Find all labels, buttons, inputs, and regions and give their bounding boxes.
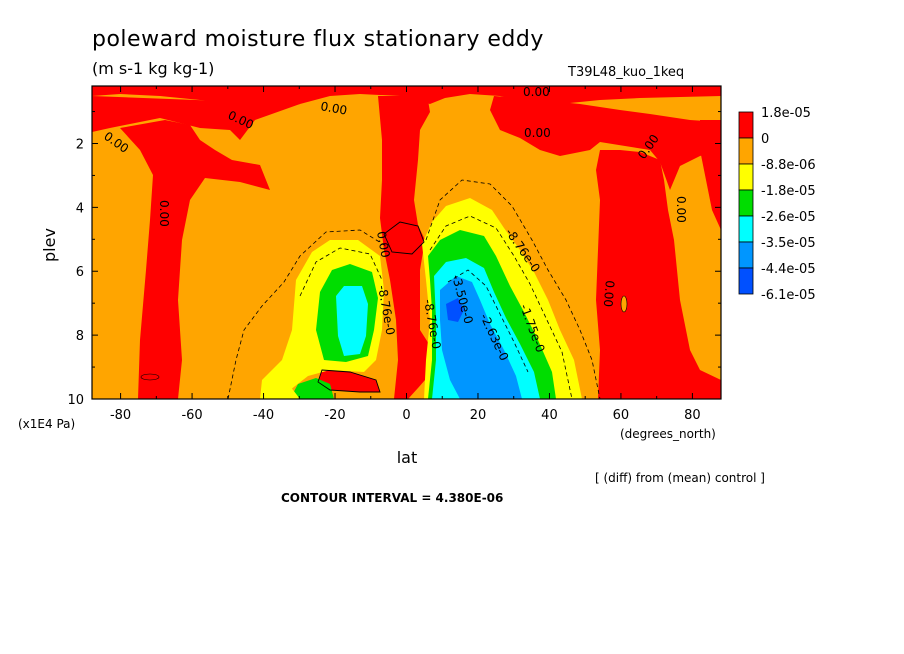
colorbar-label: -1.8e-05 <box>761 184 816 199</box>
contour-sh-outer <box>227 229 387 399</box>
colorbar: 1.8e-05 0 -8.8e-06 -1.8e-05 -2.6e-05 -3.5e-05… <box>738 106 816 303</box>
contour-sh-mid <box>299 247 383 297</box>
colorbar-label: 1.8e-05 <box>761 106 811 121</box>
colorbar-swatch <box>738 189 754 217</box>
colorbar-label: -3.5e-05 <box>761 236 816 251</box>
colorbar-label: -2.6e-05 <box>761 210 816 225</box>
positive-region-nh-edge <box>700 120 721 230</box>
contour-label: 0.00 <box>319 99 348 117</box>
positive-region-nh-column <box>596 150 721 399</box>
contour-zero-equator <box>383 221 425 255</box>
negative-region-nh <box>422 198 582 399</box>
contour-label: 0.00 <box>674 196 688 223</box>
y-tick-label: 4 <box>76 201 84 216</box>
level-3 <box>336 286 368 356</box>
positive-region-sh-column <box>120 120 270 399</box>
x-tick-label: 20 <box>470 408 487 423</box>
contour-nh-outer <box>425 179 601 399</box>
contour-label: 0.00 <box>374 230 392 259</box>
x-tick-label: -80 <box>110 408 131 423</box>
negative-region-sh <box>260 240 384 399</box>
colorbar-label: -6.1e-05 <box>761 288 816 303</box>
x-tick-label: 80 <box>684 408 701 423</box>
x-tick-label: -20 <box>324 408 345 423</box>
x-tick-label: 0 <box>402 408 410 423</box>
colorbar-label: 0 <box>761 132 769 147</box>
y-axis: 2 4 6 8 10 <box>67 111 721 408</box>
positive-region-equator-loop <box>384 222 424 254</box>
positive-region-sh-lower <box>318 370 380 392</box>
run-label: T39L48_kuo_1keq <box>567 65 684 80</box>
y-axis-label: plev <box>40 228 59 262</box>
zero-contours <box>317 221 425 393</box>
contour-label: 0.00 <box>601 280 617 308</box>
chart-units: (m s-1 kg kg-1) <box>92 59 214 78</box>
y-tick-label: 8 <box>76 329 84 344</box>
x-tick-label: 40 <box>541 408 558 423</box>
colorbar-swatch <box>738 215 754 243</box>
colorbar-label: -4.4e-05 <box>761 262 816 277</box>
y-tick-label: 6 <box>76 265 84 280</box>
contour-nh-mid <box>429 215 573 399</box>
diff-note: [ (diff) from (mean) control ] <box>595 471 765 485</box>
colorbar-swatch <box>738 241 754 269</box>
y-unit-label: (x1E4 Pa) <box>18 417 75 431</box>
positive-region-sh-upper <box>92 96 300 140</box>
contour-label: 0.00 <box>523 85 550 99</box>
colorbar-label: -8.8e-06 <box>761 158 816 173</box>
positive-island-nh <box>620 295 628 313</box>
contour-label: 0.00 <box>524 126 551 140</box>
x-axis: -80 -60 -40 -20 0 20 40 60 80 <box>110 86 701 423</box>
plot-area: 0.00 0.00 0.00 0.00 0.00 0.00 0.00 0.00 … <box>92 85 721 399</box>
colorbar-swatch <box>738 267 754 295</box>
x-tick-label: -40 <box>253 408 274 423</box>
y-tick-label: 10 <box>67 393 84 408</box>
contour-label: 0.00 <box>157 200 171 227</box>
x-tick-label: 60 <box>613 408 630 423</box>
chart-title: poleward moisture flux stationary eddy <box>92 27 544 52</box>
colorbar-swatch <box>738 137 754 165</box>
positive-islands <box>140 295 628 381</box>
contour-zero-sh-lower <box>317 369 381 393</box>
dashed-contours <box>227 179 601 399</box>
level-5 <box>262 386 300 399</box>
positive-island-sh <box>140 373 160 381</box>
colorbar-swatch <box>738 111 754 139</box>
contour-interval: CONTOUR INTERVAL = 4.380E-06 <box>281 491 503 505</box>
contour-nh-inner <box>447 269 529 373</box>
colorbar-swatch <box>738 163 754 191</box>
y-tick-label: 2 <box>76 137 84 152</box>
level-5 <box>446 298 464 322</box>
x-unit-label: (degrees_north) <box>620 427 716 441</box>
x-tick-label: -60 <box>181 408 202 423</box>
x-axis-label: lat <box>397 448 418 467</box>
level-4 <box>290 378 334 399</box>
positive-region-nh-upper <box>490 96 721 190</box>
positive-regions <box>92 86 721 399</box>
